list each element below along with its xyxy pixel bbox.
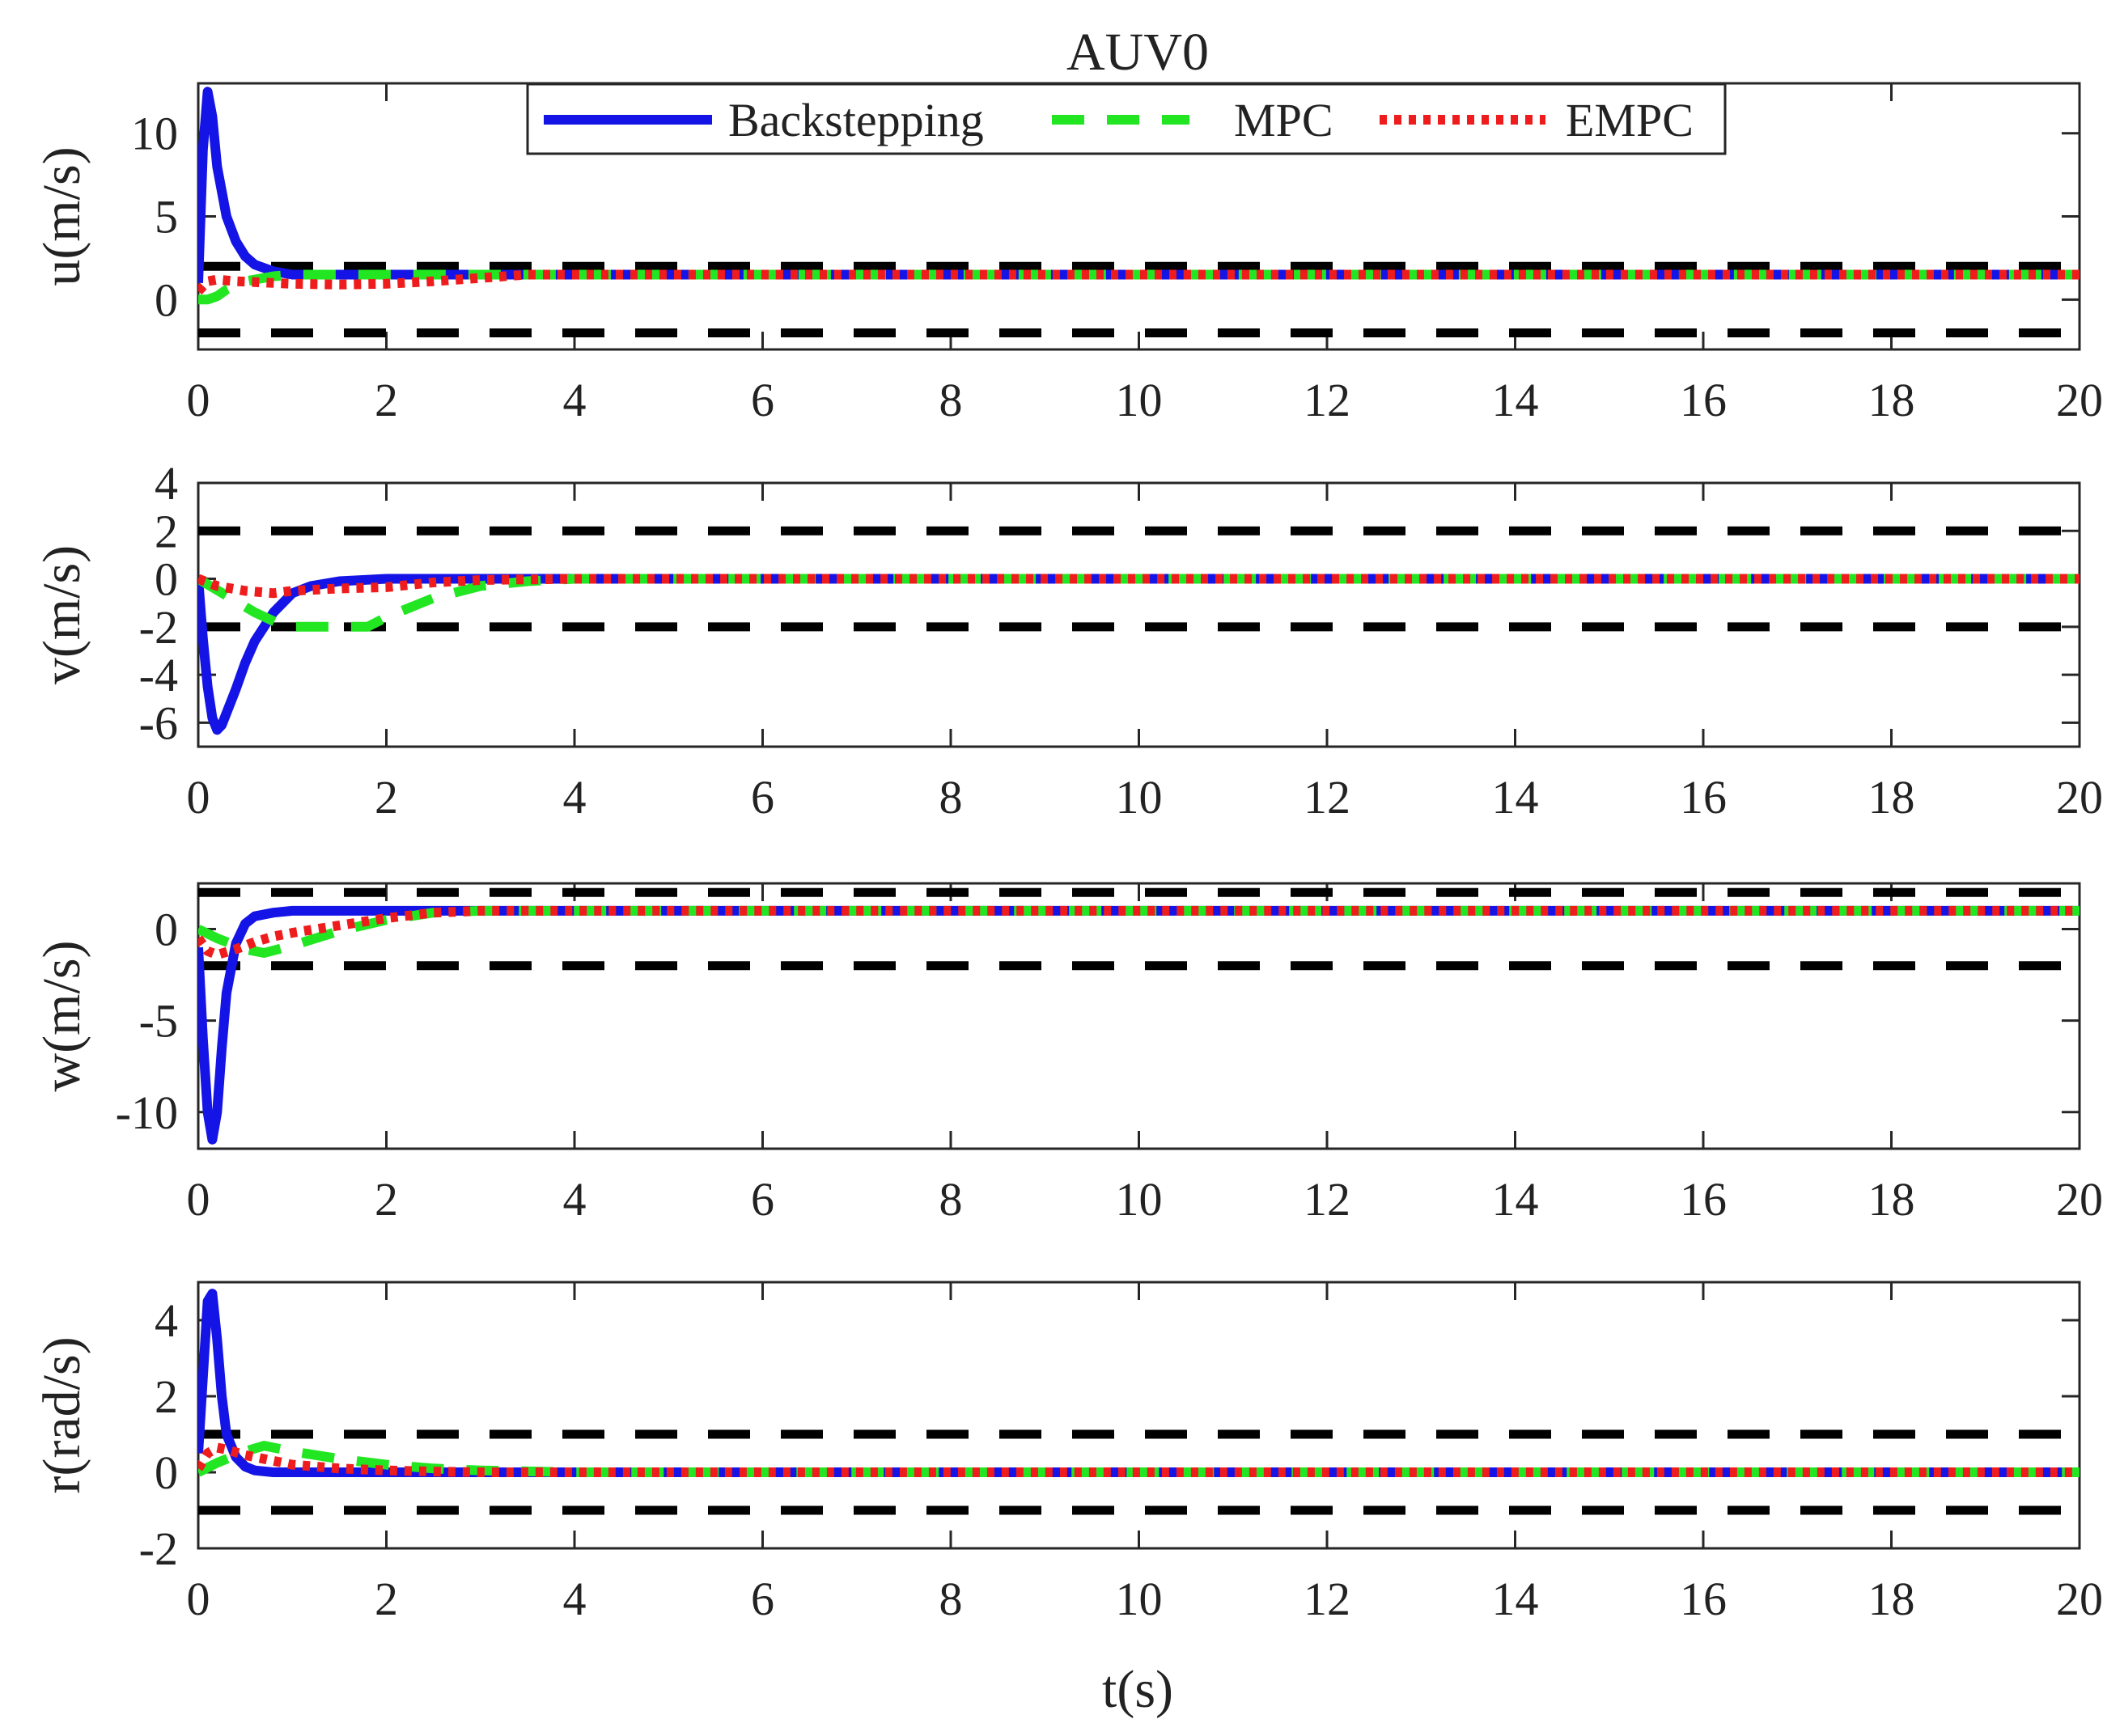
y-tick-label: -2	[139, 601, 178, 654]
series-mpc-line	[198, 574, 2079, 632]
legend-mpc-label: MPC	[1234, 94, 1333, 146]
series-empc-line	[198, 269, 2079, 295]
plot-lines	[198, 1289, 2079, 1515]
x-tick-label: 4	[563, 1573, 587, 1625]
subplot-3: 0 2 4 6 8 10 12 14 16 18 20 -10 -5 0 w(m/s)	[32, 882, 2103, 1226]
x-tick-label: 18	[1868, 1173, 1915, 1226]
x-tick-label: 10	[1116, 374, 1163, 426]
y-tick-label: -5	[139, 995, 178, 1048]
y-tick-label: 5	[155, 191, 178, 243]
figure-title: AUV0	[1066, 23, 1209, 82]
x-tick-label: 20	[2056, 1173, 2103, 1226]
y-axis-label: v(m/s)	[32, 545, 91, 684]
x-tick-label: 18	[1868, 374, 1915, 426]
x-tick-label: 18	[1868, 771, 1915, 824]
subplot-1: 0 2 4 6 8 10 12 14 16 18 20 0 5 10 u(m/s)	[32, 82, 2103, 426]
y-axis-label: u(m/s)	[32, 146, 91, 286]
y-tick-label: 2	[155, 1370, 178, 1423]
x-tick-label: 0	[187, 374, 210, 426]
x-axis-label: t(s)	[1102, 1660, 1173, 1719]
x-tick-label: 2	[375, 374, 398, 426]
x-tick-label: 20	[2056, 1573, 2103, 1625]
plot-lines	[198, 526, 2079, 735]
y-tick-label: 0	[155, 904, 178, 956]
x-tick-label: 2	[375, 1173, 398, 1226]
x-tick-label: 20	[2056, 374, 2103, 426]
x-tick-label: 12	[1304, 1573, 1350, 1625]
x-tick-label: 16	[1680, 1573, 1727, 1625]
x-tick-label: 6	[751, 1573, 774, 1625]
x-tick-label: 4	[563, 374, 587, 426]
x-tick-label: 6	[751, 1173, 774, 1226]
y-tick-label: 10	[131, 108, 178, 160]
x-tick-label: 14	[1492, 771, 1539, 824]
x-tick-label: 0	[187, 1173, 210, 1226]
x-tick-label: 14	[1492, 1573, 1539, 1625]
x-tick-label: 16	[1680, 771, 1727, 824]
x-tick-label: 18	[1868, 1573, 1915, 1625]
x-tick-label: 10	[1116, 1573, 1163, 1625]
plot-lines	[198, 887, 2079, 1145]
x-tick-label: 8	[939, 374, 963, 426]
y-tick-label: -4	[139, 649, 178, 701]
x-tick-label: 8	[939, 1173, 963, 1226]
y-tick-label: -2	[139, 1522, 178, 1575]
x-tick-label: 10	[1116, 771, 1163, 824]
plot-lines	[198, 87, 2079, 337]
x-tick-label: 14	[1492, 374, 1539, 426]
x-tick-label: 0	[187, 771, 210, 824]
legend-backstepping-label: Backstepping	[728, 94, 984, 146]
x-tick-label: 8	[939, 771, 963, 824]
x-tick-label: 12	[1304, 374, 1350, 426]
series-backstepping-line	[198, 574, 2079, 735]
x-tick-label: 14	[1492, 1173, 1539, 1226]
series-mpc-line	[198, 269, 2079, 305]
legend: Backstepping MPC EMPC	[526, 83, 1727, 155]
y-tick-label: 2	[155, 505, 178, 557]
x-tick-label: 4	[563, 1173, 587, 1226]
y-tick-label: 4	[155, 1294, 178, 1347]
series-backstepping-line	[198, 905, 2079, 1145]
x-tick-label: 10	[1116, 1173, 1163, 1226]
y-tick-label: -6	[139, 697, 178, 749]
y-axis-label: w(m/s)	[32, 941, 91, 1092]
x-tick-label: 2	[375, 771, 398, 824]
x-tick-label: 0	[187, 1573, 210, 1625]
y-axis-label: r(rad/s)	[32, 1336, 91, 1493]
x-tick-label: 12	[1304, 771, 1350, 824]
x-tick-label: 12	[1304, 1173, 1350, 1226]
y-tick-label: 0	[155, 553, 178, 606]
x-tick-label: 8	[939, 1573, 963, 1625]
y-tick-label: 0	[155, 1446, 178, 1499]
x-tick-label: 20	[2056, 771, 2103, 824]
x-tick-label: 16	[1680, 374, 1727, 426]
x-tick-label: 16	[1680, 1173, 1727, 1226]
y-tick-label: -10	[116, 1086, 178, 1139]
x-tick-label: 2	[375, 1573, 398, 1625]
y-tick-label: 0	[155, 273, 178, 326]
y-tick-label: 4	[155, 457, 178, 510]
x-tick-label: 4	[563, 771, 587, 824]
x-tick-label: 6	[751, 771, 774, 824]
legend-empc-label: EMPC	[1566, 94, 1694, 146]
x-tick-label: 6	[751, 374, 774, 426]
